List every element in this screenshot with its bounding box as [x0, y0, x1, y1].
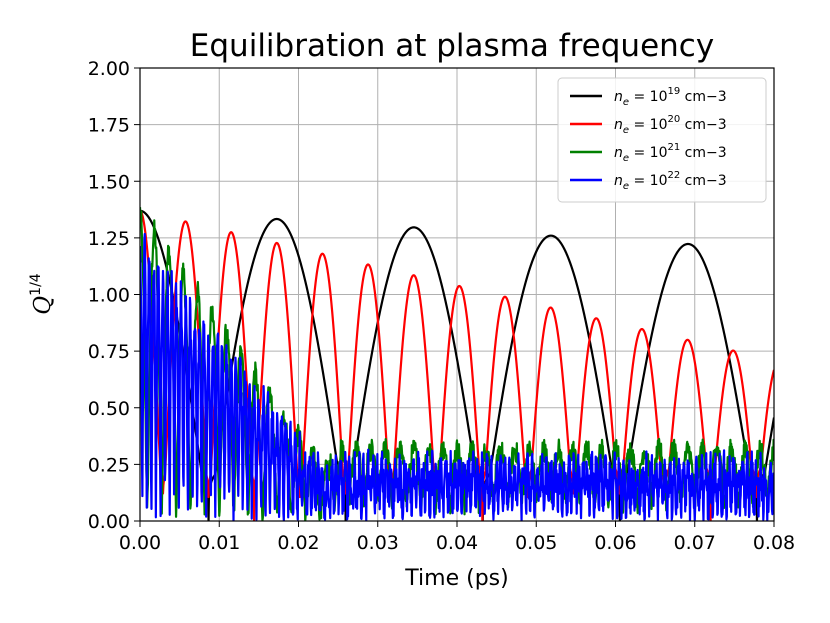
x-tick-label: 0.01	[198, 532, 240, 554]
x-tick-label: 0.05	[515, 532, 557, 554]
x-tick-label: 0.00	[119, 532, 161, 554]
legend-var: n	[614, 117, 623, 133]
legend: ne = 1019 cm−3ne = 1020 cm−3ne = 1021 cm…	[557, 77, 767, 203]
legend-unit: cm−3	[680, 89, 726, 105]
y-axis-label: Q1/4	[28, 273, 56, 314]
y-tick-label: 1.50	[88, 171, 130, 193]
legend-label: ne = 1019 cm−3	[614, 86, 727, 108]
legend-var: n	[614, 145, 623, 161]
legend-eq: = 10	[629, 117, 667, 133]
legend-exp: 21	[667, 142, 680, 153]
legend-sub: e	[623, 97, 629, 108]
x-tick-label: 0.08	[753, 532, 795, 554]
x-tick-label: 0.04	[436, 532, 478, 554]
y-tick-label: 0.00	[88, 511, 130, 533]
x-tick-label: 0.07	[674, 532, 716, 554]
legend-label: ne = 1020 cm−3	[614, 114, 727, 136]
x-axis-label: Time (ps)	[404, 566, 508, 591]
chart-title: Equilibration at plasma frequency	[190, 28, 714, 64]
x-tick-label: 0.03	[357, 532, 399, 554]
y-tick-label: 2.00	[88, 58, 130, 80]
y-axis-label-sup: 1/4	[28, 273, 44, 296]
series-line	[140, 232, 774, 521]
legend-exp: 20	[667, 114, 680, 125]
y-tick-label: 1.00	[88, 285, 130, 307]
legend-label: ne = 1021 cm−3	[614, 142, 727, 164]
y-axis: 0.00 0.25 0.50 0.75 1.00 1.25 1.50 1.75 2.00	[88, 58, 140, 533]
legend-sub: e	[623, 125, 629, 136]
x-tick-label: 0.06	[594, 532, 636, 554]
legend-box	[557, 77, 767, 203]
legend-var: n	[614, 89, 623, 105]
legend-eq: = 10	[629, 89, 667, 105]
y-tick-label: 0.50	[88, 398, 130, 420]
series-line	[140, 209, 774, 521]
legend-eq: = 10	[629, 173, 667, 189]
legend-unit: cm−3	[680, 117, 726, 133]
x-tick-label: 0.02	[277, 532, 319, 554]
legend-exp: 22	[667, 170, 680, 181]
legend-unit: cm−3	[680, 173, 726, 189]
legend-var: n	[614, 173, 623, 189]
y-axis-label-main: Q	[30, 296, 56, 315]
y-tick-label: 1.25	[88, 228, 130, 250]
legend-unit: cm−3	[680, 145, 726, 161]
y-tick-label: 0.75	[88, 341, 130, 363]
legend-sub: e	[623, 181, 629, 192]
legend-sub: e	[623, 153, 629, 164]
legend-eq: = 10	[629, 145, 667, 161]
legend-exp: 19	[667, 86, 680, 97]
series-group	[140, 207, 774, 521]
y-tick-label: 1.75	[88, 115, 130, 137]
y-tick-label: 0.25	[88, 454, 130, 476]
legend-label: ne = 1022 cm−3	[614, 170, 727, 192]
x-axis: 0.00 0.01 0.02 0.03 0.04 0.05 0.06 0.07 0.08	[119, 521, 795, 554]
